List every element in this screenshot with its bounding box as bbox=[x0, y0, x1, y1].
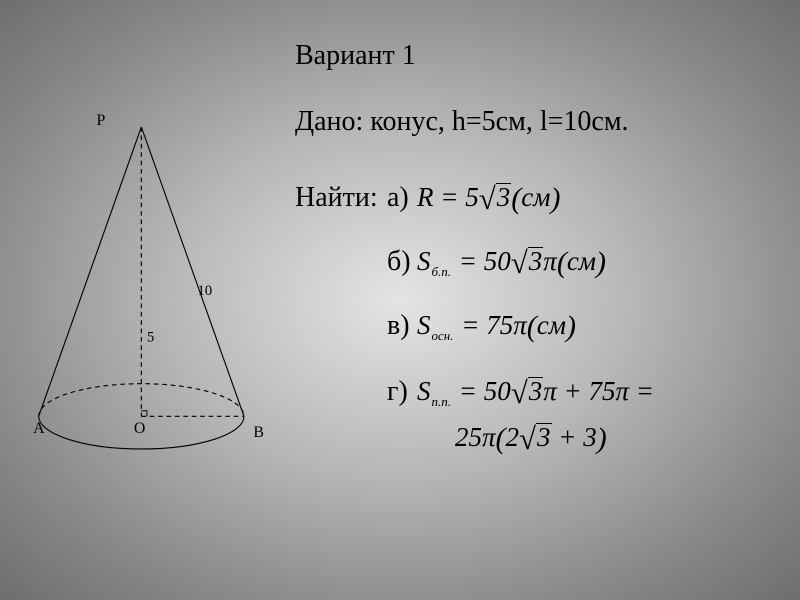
b-radicand: 3 bbox=[528, 247, 544, 275]
pi-symbol: π bbox=[616, 376, 630, 406]
b-value: 50 bbox=[484, 246, 511, 276]
pi-symbol: π bbox=[543, 376, 557, 406]
d-t1-val: 50 bbox=[484, 376, 511, 406]
unit-cm: см bbox=[521, 182, 550, 212]
answer-row-d: г) Sп.п. = 50√3π + 75π = bbox=[295, 372, 785, 410]
c-value: 75 bbox=[486, 310, 513, 340]
d-t1-rad: 3 bbox=[528, 377, 544, 405]
var-R: R bbox=[417, 182, 434, 212]
paren-open: ( bbox=[511, 182, 521, 215]
part-d-label: г) bbox=[387, 376, 417, 408]
plus-sign: + bbox=[564, 376, 582, 406]
sqrt-icon: √ bbox=[511, 375, 528, 410]
variant-title: Вариант 1 bbox=[295, 40, 785, 72]
paren-close: ) bbox=[596, 246, 606, 279]
svg-text:A: A bbox=[33, 420, 45, 437]
sqrt-icon: √ bbox=[519, 421, 536, 456]
answer-c-math: Sосн. = 75π(см) bbox=[417, 308, 576, 344]
pi-symbol: π bbox=[543, 246, 557, 276]
plus-sign: + bbox=[558, 422, 576, 452]
svg-text:P: P bbox=[97, 112, 106, 129]
answer-d2-math: 25π(2√3 + 3) bbox=[455, 422, 607, 452]
paren-open: ( bbox=[557, 246, 567, 279]
paren-open: ( bbox=[527, 310, 537, 343]
answer-b-math: Sб.п. = 50√3π(см) bbox=[417, 242, 606, 280]
answer-row-a: Найти: а) R = 5√3(см) bbox=[295, 178, 785, 214]
var-S: S bbox=[417, 310, 431, 340]
cone-svg: P A O B 5 10 bbox=[20, 80, 300, 510]
svg-text:10: 10 bbox=[197, 283, 212, 299]
paren-open: ( bbox=[496, 422, 506, 455]
d2-inner-coef: 2 bbox=[506, 422, 520, 452]
d2-inner-rad: 3 bbox=[536, 423, 552, 451]
a-radicand: 3 bbox=[496, 183, 512, 211]
text-column: Вариант 1 Дано: конус, h=5см, l=10см. На… bbox=[295, 40, 785, 454]
paren-close: ) bbox=[550, 182, 560, 215]
sub-bp: б.п. bbox=[431, 264, 453, 279]
unit-cm: см bbox=[567, 246, 596, 276]
sub-pp: п.п. bbox=[431, 394, 453, 409]
svg-text:O: O bbox=[134, 420, 145, 437]
part-c-label: в) bbox=[387, 310, 417, 342]
paren-close: ) bbox=[566, 310, 576, 343]
a-value: 5 bbox=[465, 182, 479, 212]
answer-row-c: в) Sосн. = 75π(см) bbox=[295, 308, 785, 344]
d-t2-val: 75 bbox=[589, 376, 616, 406]
pi-symbol: π bbox=[482, 422, 496, 452]
answer-d-math: Sп.п. = 50√3π + 75π = bbox=[417, 372, 654, 410]
svg-text:5: 5 bbox=[147, 330, 154, 346]
part-a-label: а) bbox=[387, 182, 417, 214]
given-line: Дано: конус, h=5см, l=10см. bbox=[295, 106, 785, 138]
answer-row-d-cont: 25π(2√3 + 3) bbox=[295, 418, 785, 454]
paren-close: ) bbox=[597, 422, 607, 455]
d2-inner-c: 3 bbox=[583, 422, 597, 452]
sub-osn: осн. bbox=[431, 328, 455, 343]
sqrt-icon: √ bbox=[479, 181, 496, 216]
var-S: S bbox=[417, 376, 431, 406]
unit-cm: см bbox=[537, 310, 566, 340]
svg-text:B: B bbox=[253, 424, 264, 441]
part-b-label: б) bbox=[387, 246, 417, 278]
find-label: Найти: bbox=[295, 182, 387, 214]
sqrt-icon: √ bbox=[511, 245, 528, 280]
d2-coef: 25 bbox=[455, 422, 482, 452]
cone-diagram: P A O B 5 10 bbox=[20, 80, 300, 510]
answers-block: Найти: а) R = 5√3(см) б) Sб.п. = 50√3π(с… bbox=[295, 178, 785, 454]
answer-a-math: R = 5√3(см) bbox=[417, 178, 560, 214]
answer-row-b: б) Sб.п. = 50√3π(см) bbox=[295, 242, 785, 280]
var-S: S bbox=[417, 246, 431, 276]
equals-sign: = bbox=[636, 376, 654, 406]
pi-symbol: π bbox=[513, 310, 527, 340]
